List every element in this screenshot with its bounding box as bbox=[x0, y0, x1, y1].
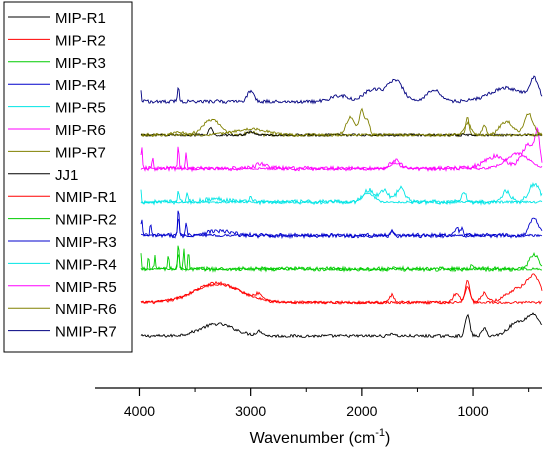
x-axis-title: Wavenumber (cm-1) bbox=[250, 427, 391, 447]
x-axis-title-superscript: -1 bbox=[375, 427, 385, 439]
legend: MIP-R1 MIP-R2 MIP-R3 MIP-R4 MIP-R5 MIP-R6 MIP-… bbox=[3, 1, 133, 353]
x-axis-title-close: ) bbox=[385, 430, 390, 447]
legend-label: MIP-R7 bbox=[55, 144, 106, 161]
series-line bbox=[140, 282, 543, 305]
legend-label: NMIP-R5 bbox=[55, 279, 117, 296]
series-line bbox=[140, 253, 542, 272]
series-line bbox=[140, 151, 543, 171]
legend-label: MIP-R5 bbox=[55, 100, 106, 117]
legend-label: MIP-R2 bbox=[55, 32, 106, 49]
x-tick-label: 3000 bbox=[235, 403, 266, 419]
series-line bbox=[140, 312, 543, 339]
x-tick-label: 1000 bbox=[457, 403, 488, 419]
legend-label: NMIP-R1 bbox=[55, 189, 117, 206]
series-line bbox=[140, 210, 543, 240]
series-line bbox=[140, 120, 543, 138]
series-line bbox=[140, 75, 543, 105]
series-line bbox=[140, 107, 543, 138]
legend-label: NMIP-R7 bbox=[55, 324, 117, 341]
x-tick-label: 4000 bbox=[124, 403, 155, 419]
legend-label: MIP-R6 bbox=[55, 122, 106, 139]
series-line bbox=[140, 245, 543, 273]
legend-label: NMIP-R6 bbox=[55, 301, 117, 318]
legend-box bbox=[3, 1, 133, 353]
x-axis-ticks: 4000 3000 2000 1000 bbox=[124, 388, 530, 419]
series-line bbox=[140, 218, 543, 238]
x-tick-label: 2000 bbox=[346, 403, 377, 419]
legend-label: NMIP-R3 bbox=[55, 234, 117, 251]
legend-label: JJ1 bbox=[55, 167, 78, 184]
legend-label: MIP-R3 bbox=[55, 55, 106, 72]
x-axis: 4000 3000 2000 1000 Wavenumber (cm-1) bbox=[95, 387, 542, 447]
legend-label: MIP-R4 bbox=[55, 77, 106, 94]
series-line bbox=[140, 192, 543, 205]
legend-label: NMIP-R2 bbox=[55, 212, 117, 229]
legend-label: MIP-R1 bbox=[55, 10, 106, 27]
x-axis-title-main: Wavenumber (cm bbox=[250, 430, 376, 447]
legend-label: NMIP-R4 bbox=[55, 256, 117, 273]
spectra-traces bbox=[140, 75, 543, 339]
